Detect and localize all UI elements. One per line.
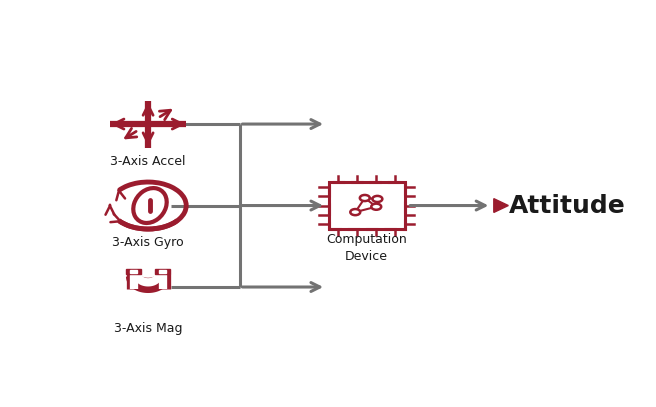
Text: Attitude: Attitude: [509, 194, 626, 217]
Circle shape: [373, 196, 382, 202]
Bar: [131, 270, 137, 273]
Text: 3-Axis Mag: 3-Axis Mag: [114, 322, 182, 335]
Text: Computation
Device: Computation Device: [326, 232, 407, 263]
Circle shape: [360, 195, 370, 201]
Bar: [127, 269, 141, 274]
Text: 3-Axis Accel: 3-Axis Accel: [110, 155, 186, 168]
Bar: [155, 269, 170, 274]
Circle shape: [371, 204, 381, 210]
Circle shape: [350, 209, 360, 215]
Bar: [159, 270, 166, 273]
Polygon shape: [494, 199, 508, 212]
Bar: [329, 182, 405, 229]
FancyBboxPatch shape: [329, 182, 405, 229]
Text: 3-Axis Gyro: 3-Axis Gyro: [112, 236, 184, 249]
